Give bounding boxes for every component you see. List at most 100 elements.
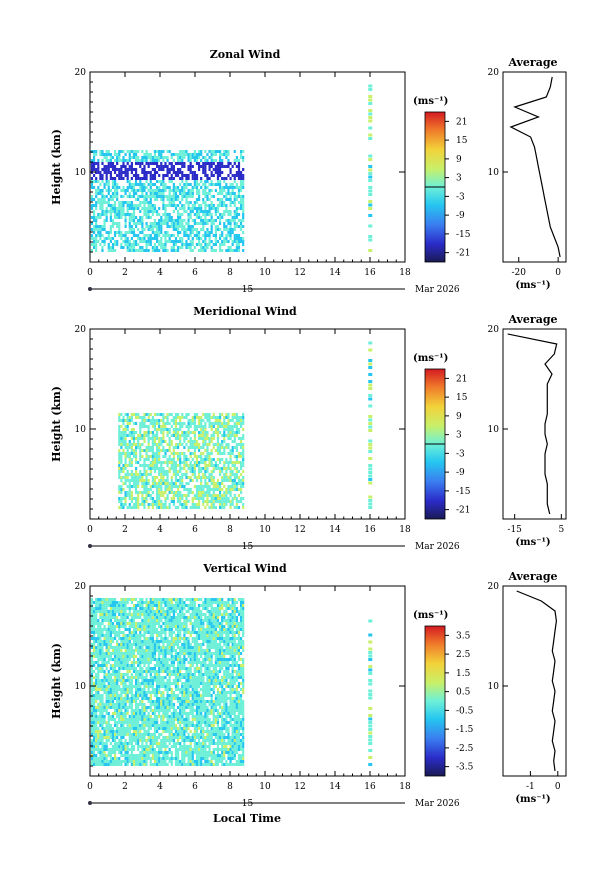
heatmap-cell [145,652,148,655]
heatmap-cell [118,604,121,607]
heatmap-cell [116,189,119,192]
heatmap-cell [105,646,108,649]
heatmap-cell [221,198,224,201]
heatmap-cell [193,219,196,222]
heatmap-cell [111,204,115,207]
heatmap-cell [99,736,102,739]
heatmap-cell [151,500,154,503]
heatmap-cell [202,437,205,440]
heatmap-cell [101,667,104,670]
heatmap-cell [124,213,127,216]
heatmap-cell [134,628,138,631]
heatmap-cell [160,748,163,751]
heatmap-cell [141,682,144,685]
heatmap-cell [134,222,138,225]
heatmap-cell [212,437,215,440]
heatmap-cell [149,234,152,237]
heatmap-cell [147,613,150,616]
heatmap-cell [124,434,127,437]
heatmap-cell [137,685,140,688]
heatmap-cell [160,640,163,643]
heatmap-cell [120,425,123,428]
heatmap-cell [134,688,138,691]
heatmap-cell [170,482,173,485]
heatmap-cell [147,730,150,733]
heatmap-cell [237,234,241,237]
heatmap-cell [193,156,196,159]
heatmap-cell [227,443,230,446]
heatmap-cell [124,628,127,631]
heatmap-cell [166,422,169,425]
heatmap-cell [126,628,129,631]
heatmap-cell [189,455,192,458]
heatmap-cell [168,458,171,461]
colorbar-tick-label: 3 [456,174,462,184]
heatmap-cell [128,452,131,455]
heatmap-cell [158,655,161,658]
heatmap-cell [147,739,150,742]
heatmap-cell [141,751,144,754]
heatmap-cell [153,467,157,470]
heatmap-cell [116,673,119,676]
heatmap-cell [162,482,165,485]
heatmap-cell [130,649,133,652]
heatmap-cell [149,637,152,640]
heatmap-cell [368,380,373,383]
heatmap-cell [107,760,110,763]
heatmap-cell [103,652,106,655]
heatmap-cell [200,222,203,225]
heatmap-cell [141,434,144,437]
heatmap-cell [145,643,148,646]
heatmap-cell [162,685,165,688]
heatmap-cell [179,500,182,503]
heatmap-cell [218,189,222,192]
heatmap-cell [132,497,136,500]
heatmap-cell [143,228,146,231]
heatmap-cell [162,219,165,222]
heatmap-cell [221,153,224,156]
heatmap-cell [111,703,115,706]
heatmap-cell [212,183,215,186]
heatmap-cell [206,470,209,473]
heatmap-cell [128,473,131,476]
heatmap-cell [130,637,133,640]
heatmap-cell [149,494,152,497]
heatmap-cell [158,682,161,685]
heatmap-cell [139,422,142,425]
heatmap-cell [132,760,136,763]
heatmap-cell [149,613,152,616]
heatmap-cell [147,700,150,703]
heatmap-cell [216,419,220,422]
heatmap-cell [126,721,129,724]
heatmap-cell [120,470,123,473]
heatmap-cell [105,733,108,736]
heatmap-cell [130,718,133,721]
heatmap-cell [160,682,163,685]
heatmap-cell [137,613,140,616]
heatmap-cell [368,186,373,189]
heatmap-cell [139,189,142,192]
heatmap-cell [151,667,154,670]
heatmap-cell [153,694,157,697]
heatmap-cell [187,431,190,434]
heatmap-cell [139,736,142,739]
heatmap-cell [239,198,243,201]
heatmap-cell [160,470,163,473]
heatmap-cell [158,461,161,464]
heatmap-cell [200,204,203,207]
heatmap-cell [151,703,154,706]
heatmap-cell [239,497,243,500]
heatmap-cell [233,180,236,183]
heatmap-cell [134,500,138,503]
heatmap-cell [137,733,140,736]
heatmap-cell [221,171,224,174]
heatmap-cell [214,165,217,168]
heatmap-cell [90,613,94,616]
heatmap-cell [116,724,119,727]
heatmap-cell [105,610,108,613]
heatmap-cell [204,186,207,189]
heatmap-cell [204,213,207,216]
heatmap-cell [160,646,163,649]
heatmap-cell [122,150,125,153]
heatmap-cell [166,458,169,461]
